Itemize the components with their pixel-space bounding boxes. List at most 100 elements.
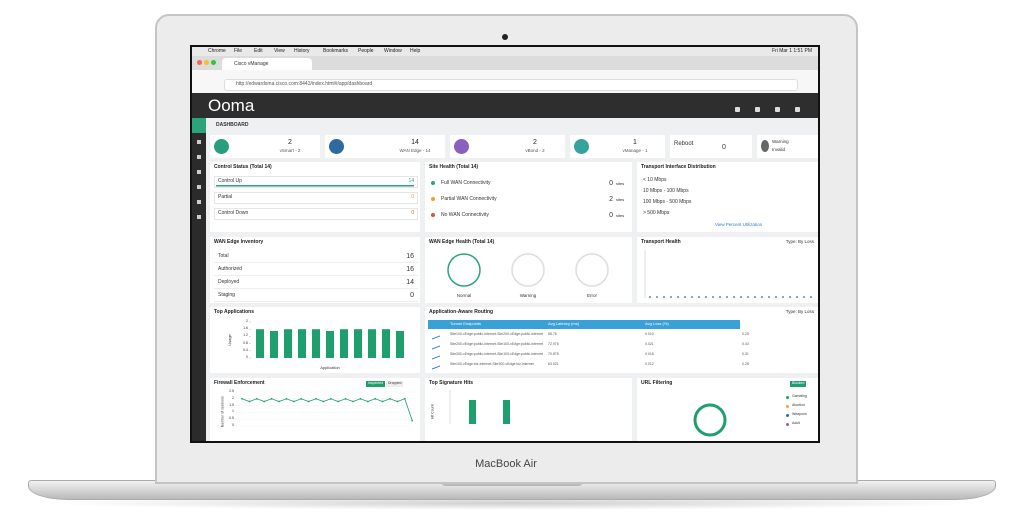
- y-tick-label: 0.8: [243, 340, 248, 345]
- legend-swatch: [786, 423, 789, 426]
- y-tick-label: 0: [232, 423, 234, 427]
- menu-item: File: [234, 48, 243, 54]
- control-status: [210, 162, 420, 232]
- panel-title: Application-Aware Routing: [429, 309, 494, 315]
- panel-title: Firewall Enforcement: [214, 380, 265, 386]
- button: Inspected: [366, 381, 386, 387]
- cell: 0.021: [645, 342, 654, 346]
- bucket-label: 10 Mbps - 100 Mbps: [643, 188, 689, 194]
- stat-title: Warning: [772, 139, 789, 144]
- separator: [214, 288, 418, 289]
- y-axis-label: Hit Count: [430, 404, 435, 420]
- stat-count: 0: [722, 144, 726, 151]
- row-value: 0: [411, 210, 414, 216]
- health-label: Warning: [519, 293, 537, 298]
- clock: Fri Mar 1 1:51 PM: [771, 48, 812, 54]
- row-value: 16: [406, 253, 414, 260]
- stat-label: vSmart - 2: [279, 148, 301, 153]
- legend-label: Abortion: [792, 403, 806, 407]
- cell: 0.018: [645, 352, 654, 356]
- brand: Ooma: [208, 96, 255, 115]
- breadcrumb: DASHBOARD: [216, 122, 249, 128]
- panel-title: URL Filtering: [641, 380, 673, 386]
- column-header: Tunnel Endpoints: [450, 321, 481, 326]
- type-label: Type: By Loss: [785, 309, 814, 314]
- y-tick-label: 1.6: [243, 326, 248, 331]
- status-dot: [431, 213, 435, 217]
- row-value: 0: [411, 194, 414, 200]
- link: View Percent Utilization: [715, 222, 763, 227]
- y-tick-label: 1: [232, 409, 234, 414]
- row-unit: sites: [616, 181, 625, 186]
- header-icon: [755, 107, 760, 112]
- row: [214, 176, 418, 188]
- legend-swatch: [786, 396, 789, 399]
- sidebar: [192, 118, 206, 441]
- panel-title: Transport Interface Distribution: [641, 164, 716, 170]
- legend-label: Adult: [792, 421, 800, 425]
- cell: 0.25: [742, 332, 749, 336]
- menu-item: Chrome: [208, 48, 226, 54]
- sidebar-icon: [197, 185, 201, 189]
- menu-item: Bookmarks: [323, 48, 349, 54]
- stat-icon: [761, 140, 769, 152]
- app-routing: [425, 307, 818, 373]
- type-label: Type: By Loss: [785, 239, 814, 244]
- row-label: Partial WAN Connectivity: [441, 196, 497, 202]
- row-value: 0: [609, 180, 613, 187]
- header-icon: [735, 107, 740, 112]
- y-tick-label: 2: [232, 395, 234, 400]
- panel-title: Control Status (Total 14): [214, 164, 272, 170]
- panel-title: Site Health (Total 14): [429, 164, 479, 170]
- status-dot: [431, 197, 435, 201]
- separator: [214, 301, 418, 302]
- row-label: Full WAN Connectivity: [441, 180, 491, 186]
- stat-label: WAN Edge - 14: [399, 148, 431, 153]
- firewall: [210, 378, 420, 441]
- sidebar-icon: [197, 215, 201, 219]
- tab-title: Cisco vManage: [234, 61, 269, 67]
- legend-label: Weapons: [792, 412, 807, 416]
- window-button: [204, 60, 209, 65]
- sidebar-icon: [197, 140, 201, 144]
- row-value: 14: [408, 178, 414, 184]
- y-axis-label: Number of sessions: [220, 396, 225, 428]
- legend-swatch: [786, 414, 789, 417]
- menu-item: View: [274, 48, 285, 54]
- panel-title: Transport Health: [641, 239, 681, 245]
- health-count: 0: [589, 265, 595, 274]
- site-health: [425, 162, 632, 232]
- window-button: [211, 60, 216, 65]
- stat-icon: [329, 139, 344, 154]
- row-value: 2: [609, 196, 613, 203]
- header-icon: [795, 107, 800, 112]
- button: Dropped: [386, 381, 404, 387]
- y-axis-label: Usage: [226, 334, 232, 346]
- row: [214, 192, 418, 204]
- stat-card: [757, 135, 818, 158]
- cell: 0.012: [645, 362, 654, 366]
- row-label: Control Up: [218, 178, 242, 184]
- stat-card: [670, 135, 752, 158]
- cell: 72.976: [548, 342, 559, 346]
- row-label: Staging: [218, 292, 235, 298]
- menu-bar: [192, 47, 818, 56]
- button: Blocked: [790, 381, 807, 387]
- menu-item: People: [358, 48, 374, 54]
- header-icon: [775, 107, 780, 112]
- stat-card: [325, 135, 445, 158]
- stat-count: 14: [411, 139, 419, 146]
- stat-label: vBond - 2: [525, 148, 545, 153]
- row-label: Total: [218, 253, 229, 259]
- column-header: Avg Jitter (ms): [742, 321, 768, 326]
- stat-label: Invalid: [772, 147, 786, 152]
- laptop-model: MacBook Air: [475, 458, 537, 470]
- row-label: Authorized: [218, 266, 242, 272]
- camera: [502, 34, 508, 40]
- stat-card: [210, 135, 320, 158]
- transport-distribution: [637, 162, 818, 232]
- row-label: Partial: [218, 194, 233, 200]
- y-tick-label: 1.5: [229, 402, 234, 407]
- bucket-label: > 500 Mbps: [643, 210, 670, 216]
- stat-icon: [454, 139, 469, 154]
